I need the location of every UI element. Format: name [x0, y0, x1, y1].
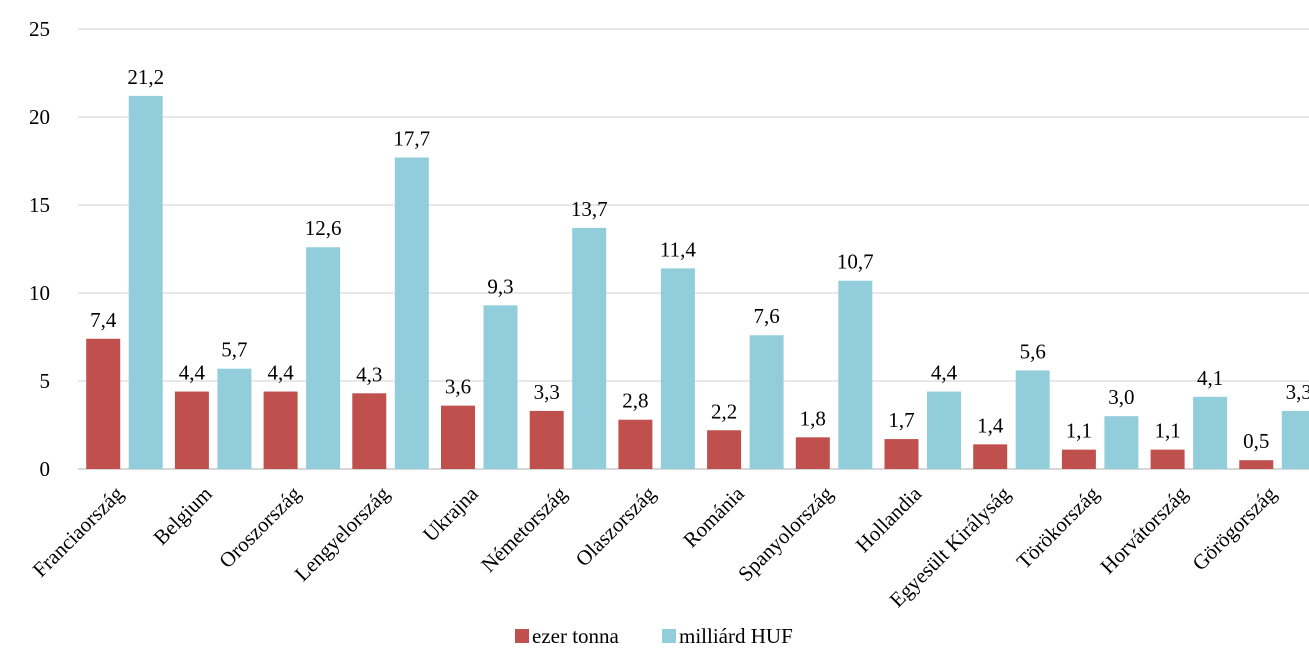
x-category-label: Ukrajna	[418, 481, 483, 546]
data-label: 21,2	[127, 65, 164, 89]
legend-label-milliard-huf: milliárd HUF	[679, 624, 793, 648]
data-label: 4,4	[179, 361, 206, 385]
bar-milliard-huf-gorogorszag	[1281, 410, 1309, 469]
data-label: 1,4	[977, 413, 1004, 437]
bar-milliard-huf-romania	[749, 335, 784, 469]
bar-milliard-huf-lengyelorszag	[394, 157, 429, 470]
legend-item-ezer-tonna: ezer tonna	[515, 624, 620, 648]
data-label: 1,1	[1154, 419, 1180, 443]
bar-ezer-tonna-romania	[707, 430, 742, 469]
data-label: 9,3	[487, 274, 513, 298]
bar-ezer-tonna-hollandia	[884, 439, 919, 469]
x-axis-category-labels: Franciaország BelgiumOroszországLengyelor…	[28, 481, 1282, 612]
data-label: 3,0	[1108, 385, 1134, 409]
data-label: 17,7	[393, 126, 430, 150]
x-category-label: Horvátország	[1095, 481, 1192, 578]
data-label: 3,3	[1286, 380, 1309, 404]
x-category-label: Olaszország	[571, 481, 661, 571]
data-label: 1,8	[800, 406, 826, 430]
data-label: 4,3	[356, 362, 382, 386]
bar-milliard-huf-franciaorszag	[128, 95, 163, 469]
x-category-label: Oroszország	[214, 481, 306, 573]
data-label: 3,3	[534, 380, 560, 404]
data-label: 5,6	[1020, 339, 1046, 363]
data-label: 5,7	[221, 338, 247, 362]
data-label: 7,6	[753, 304, 779, 328]
legend-swatch-ezer-tonna	[515, 629, 529, 643]
bar-ezer-tonna-torokorszag	[1061, 449, 1096, 469]
data-label: 11,4	[660, 237, 696, 261]
x-category-label: Hollandia	[851, 481, 927, 557]
data-label: 12,6	[305, 216, 342, 240]
data-label: 0,5	[1243, 429, 1269, 453]
bar-milliard-huf-egyesult-kiralysag	[1015, 370, 1050, 469]
data-label: 4,4	[931, 361, 958, 385]
data-label: 4,4	[267, 361, 294, 385]
x-category-label: Spanyolország	[733, 481, 838, 586]
bar-ezer-tonna-olaszorszag	[618, 419, 653, 469]
bar-ezer-tonna-belgium	[174, 391, 209, 469]
legend-item-milliard-huf: milliárd HUF	[662, 624, 793, 648]
y-tick-label: 5	[40, 369, 51, 393]
bar-ezer-tonna-nemetorszag	[529, 410, 564, 469]
data-label: 10,7	[837, 250, 874, 274]
bar-milliard-huf-horvatorszag	[1193, 396, 1228, 469]
data-label: 7,4	[90, 308, 117, 332]
data-labels: 7,4 21,2 4,4 5,7 4,4 12,6 4,3 17,7 3,6 9,3 3,3 13,7…	[90, 65, 1309, 453]
data-label: 1,7	[888, 408, 914, 432]
bar-ezer-tonna-horvatorszag	[1150, 449, 1185, 469]
bars	[86, 95, 1309, 470]
bar-milliard-huf-spanyolorszag	[838, 280, 873, 469]
legend: ezer tonna milliárd HUF	[515, 624, 793, 648]
data-label: 1,1	[1066, 419, 1092, 443]
y-tick-label: 20	[29, 105, 50, 129]
bar-ezer-tonna-oroszorszag	[263, 391, 298, 469]
bar-ezer-tonna-gorogorszag	[1239, 460, 1274, 469]
data-label: 2,8	[622, 389, 648, 413]
bar-milliard-huf-ukrajna	[483, 305, 518, 469]
bar-milliard-huf-oroszorszag	[306, 247, 341, 469]
bar-ezer-tonna-lengyelorszag	[352, 393, 387, 469]
x-category-label: Törökország	[1012, 481, 1104, 573]
y-tick-label: 25	[29, 17, 50, 41]
x-category-label: Görögország	[1187, 481, 1281, 575]
bar-ezer-tonna-egyesult-kiralysag	[973, 444, 1008, 469]
x-category-label: Lengyelország	[290, 481, 395, 586]
x-category-label: Franciaország	[28, 481, 129, 582]
x-category-label: Németország	[476, 481, 572, 577]
data-label: 13,7	[571, 197, 608, 221]
legend-swatch-milliard-huf	[662, 629, 676, 643]
legend-label-ezer-tonna: ezer tonna	[532, 624, 620, 648]
data-label: 4,1	[1197, 366, 1223, 390]
y-tick-label: 15	[29, 193, 50, 217]
x-category-label: Románia	[678, 481, 749, 552]
bar-milliard-huf-torokorszag	[1104, 416, 1139, 469]
bar-milliard-huf-olaszorszag	[660, 268, 695, 469]
bar-ezer-tonna-spanyolorszag	[795, 437, 830, 469]
bar-milliard-huf-hollandia	[927, 391, 961, 469]
bar-milliard-huf-nemetorszag	[572, 227, 607, 469]
y-tick-label: 10	[29, 281, 50, 305]
data-label: 2,2	[711, 399, 737, 423]
bar-milliard-huf-belgium	[217, 368, 252, 469]
data-label: 3,6	[445, 375, 471, 399]
x-category-label: Belgium	[149, 482, 217, 550]
bar-ezer-tonna-franciaorszag	[86, 338, 121, 469]
y-axis-tick-labels: 0 5 10 15 20 25	[29, 17, 50, 481]
bar-ezer-tonna-ukrajna	[441, 405, 475, 469]
y-tick-label: 0	[40, 457, 51, 481]
